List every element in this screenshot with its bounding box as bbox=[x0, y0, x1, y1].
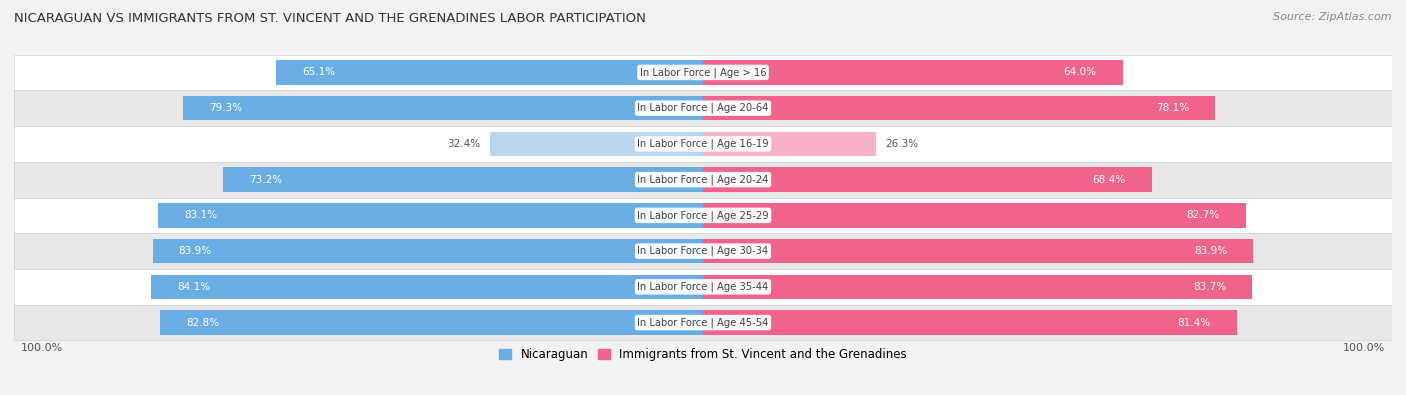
Text: 32.4%: 32.4% bbox=[447, 139, 481, 149]
Bar bbox=[14, 269, 1392, 305]
Bar bbox=[14, 126, 1392, 162]
Text: In Labor Force | Age 25-29: In Labor Force | Age 25-29 bbox=[637, 210, 769, 221]
Text: NICARAGUAN VS IMMIGRANTS FROM ST. VINCENT AND THE GRENADINES LABOR PARTICIPATION: NICARAGUAN VS IMMIGRANTS FROM ST. VINCEN… bbox=[14, 12, 645, 25]
Text: 84.1%: 84.1% bbox=[177, 282, 211, 292]
Bar bbox=[14, 198, 1392, 233]
Bar bbox=[703, 96, 1215, 120]
Text: 68.4%: 68.4% bbox=[1092, 175, 1126, 184]
Text: 82.7%: 82.7% bbox=[1187, 211, 1219, 220]
Bar bbox=[152, 275, 703, 299]
Text: 73.2%: 73.2% bbox=[249, 175, 283, 184]
Text: 83.1%: 83.1% bbox=[184, 211, 217, 220]
Bar bbox=[222, 167, 703, 192]
Bar bbox=[14, 55, 1392, 90]
Bar bbox=[703, 203, 1246, 228]
Text: 100.0%: 100.0% bbox=[1343, 343, 1385, 353]
Text: 83.9%: 83.9% bbox=[1194, 246, 1227, 256]
Text: 81.4%: 81.4% bbox=[1178, 318, 1211, 327]
Bar bbox=[14, 162, 1392, 198]
Bar bbox=[703, 310, 1237, 335]
Bar bbox=[703, 167, 1152, 192]
Bar bbox=[276, 60, 703, 85]
Text: 65.1%: 65.1% bbox=[302, 68, 335, 77]
Bar bbox=[14, 305, 1392, 340]
Text: In Labor Force | Age > 16: In Labor Force | Age > 16 bbox=[640, 67, 766, 78]
Text: 83.7%: 83.7% bbox=[1192, 282, 1226, 292]
Bar bbox=[703, 60, 1123, 85]
Bar bbox=[160, 310, 703, 335]
Text: Source: ZipAtlas.com: Source: ZipAtlas.com bbox=[1274, 12, 1392, 22]
Text: In Labor Force | Age 20-24: In Labor Force | Age 20-24 bbox=[637, 174, 769, 185]
Text: 100.0%: 100.0% bbox=[21, 343, 63, 353]
Bar bbox=[491, 132, 703, 156]
Text: In Labor Force | Age 20-64: In Labor Force | Age 20-64 bbox=[637, 103, 769, 113]
Text: In Labor Force | Age 30-34: In Labor Force | Age 30-34 bbox=[637, 246, 769, 256]
Bar bbox=[14, 233, 1392, 269]
Text: In Labor Force | Age 45-54: In Labor Force | Age 45-54 bbox=[637, 317, 769, 328]
Text: 64.0%: 64.0% bbox=[1064, 68, 1097, 77]
Bar bbox=[157, 203, 703, 228]
Text: 82.8%: 82.8% bbox=[186, 318, 219, 327]
Bar bbox=[703, 239, 1254, 263]
Bar bbox=[703, 275, 1253, 299]
Bar bbox=[14, 90, 1392, 126]
Legend: Nicaraguan, Immigrants from St. Vincent and the Grenadines: Nicaraguan, Immigrants from St. Vincent … bbox=[495, 343, 911, 366]
Bar bbox=[703, 132, 876, 156]
Text: 83.9%: 83.9% bbox=[179, 246, 212, 256]
Bar bbox=[152, 239, 703, 263]
Bar bbox=[183, 96, 703, 120]
Text: 26.3%: 26.3% bbox=[886, 139, 918, 149]
Text: In Labor Force | Age 16-19: In Labor Force | Age 16-19 bbox=[637, 139, 769, 149]
Text: 79.3%: 79.3% bbox=[209, 103, 242, 113]
Text: 78.1%: 78.1% bbox=[1156, 103, 1189, 113]
Text: In Labor Force | Age 35-44: In Labor Force | Age 35-44 bbox=[637, 282, 769, 292]
